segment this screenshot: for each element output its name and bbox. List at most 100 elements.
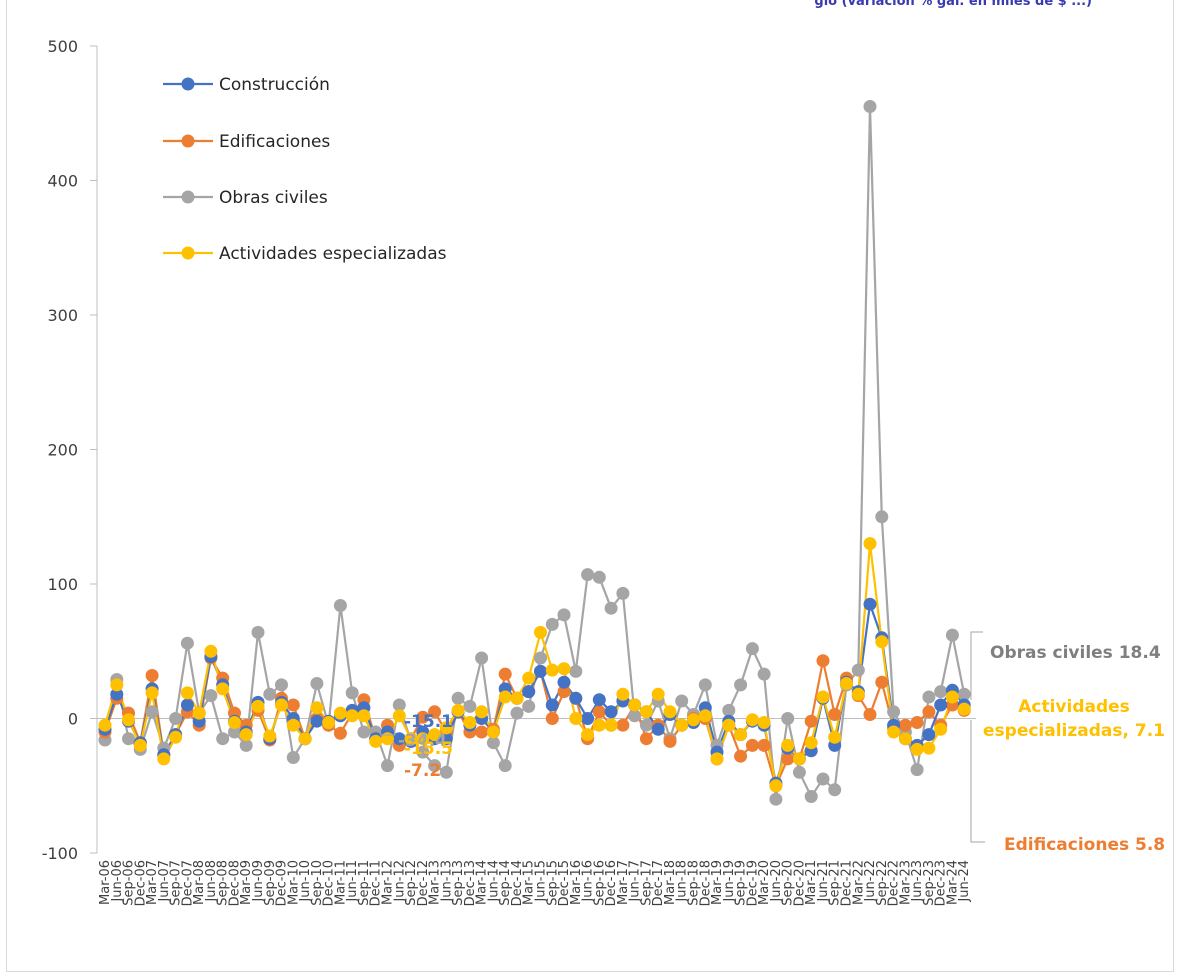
data-point xyxy=(98,718,112,732)
data-point xyxy=(251,699,265,713)
legend-marker xyxy=(181,190,195,204)
data-point xyxy=(404,732,418,746)
data-point xyxy=(416,745,430,759)
data-point xyxy=(180,686,194,700)
data-point xyxy=(604,601,618,615)
data-point xyxy=(804,736,818,750)
chart-legend: Construcción Edificaciones Obras civiles Ac… xyxy=(163,75,447,264)
chart-annotations: Obras civiles 18.4 Actividades especializa… xyxy=(380,631,1165,855)
legend-marker xyxy=(181,77,195,91)
x-tick-label: Mar-13 xyxy=(428,860,443,905)
data-point xyxy=(863,708,877,721)
data-point xyxy=(792,765,806,779)
data-point xyxy=(957,702,971,716)
annotation-actividades-line2: especializadas, 7.1 xyxy=(983,721,1165,741)
data-point xyxy=(475,705,489,719)
data-point xyxy=(122,713,135,727)
data-point xyxy=(734,749,748,763)
data-point xyxy=(745,642,759,656)
x-tick-label: Jun-08 xyxy=(204,860,219,903)
x-tick-label: Sep-22 xyxy=(875,860,890,906)
x-tick-label: Jun-09 xyxy=(251,860,266,903)
data-point xyxy=(428,759,442,773)
data-point xyxy=(522,671,536,685)
data-point xyxy=(639,718,653,732)
data-point xyxy=(110,687,124,701)
data-point xyxy=(263,687,277,701)
x-tick-label: Jun-11 xyxy=(345,860,360,903)
data-point xyxy=(687,713,700,727)
x-tick-label: Sep-15 xyxy=(545,860,560,906)
data-point xyxy=(922,728,936,742)
series-line xyxy=(103,105,966,801)
y-tick-label: -100 xyxy=(42,844,78,863)
data-point xyxy=(569,691,583,705)
chart-title-fragment: glo (variación % gal. en miles de $ ...) xyxy=(814,0,1092,9)
x-tick-label: Mar-16 xyxy=(569,860,584,905)
data-point xyxy=(816,690,830,704)
x-tick-label: Sep-07 xyxy=(169,860,184,906)
data-point xyxy=(498,667,512,681)
data-point xyxy=(851,663,865,677)
data-point xyxy=(957,687,971,701)
data-point xyxy=(522,685,536,699)
x-tick-label: Jun-21 xyxy=(816,860,831,903)
data-point xyxy=(934,722,948,736)
data-point xyxy=(592,718,606,732)
data-point xyxy=(769,792,783,806)
chart-points xyxy=(98,100,971,806)
data-point xyxy=(216,682,230,696)
data-point xyxy=(510,706,524,720)
data-point xyxy=(557,662,571,676)
x-tick-label: Sep-23 xyxy=(922,860,937,906)
data-point xyxy=(745,738,759,752)
annotation-obras-civiles: Obras civiles 18.4 xyxy=(990,643,1161,663)
data-point xyxy=(651,722,665,736)
data-point xyxy=(463,716,477,729)
data-point xyxy=(910,716,924,729)
data-point xyxy=(286,751,300,764)
data-point xyxy=(545,698,559,712)
data-point xyxy=(510,691,524,705)
x-tick-label: Jun-20 xyxy=(769,860,784,903)
x-tick-label: Mar-14 xyxy=(475,860,490,905)
legend-marker xyxy=(181,246,195,260)
data-point xyxy=(145,705,159,719)
x-tick-label: Dec-19 xyxy=(745,860,760,906)
data-point xyxy=(616,718,630,732)
data-point xyxy=(639,732,653,746)
x-tick-label: Dec-15 xyxy=(557,860,572,906)
data-point xyxy=(592,570,606,584)
data-point xyxy=(616,687,630,701)
data-point xyxy=(428,728,442,742)
x-tick-label: Dec-12 xyxy=(416,860,431,906)
data-point xyxy=(310,677,324,690)
data-point xyxy=(722,703,736,717)
data-point xyxy=(828,783,842,797)
data-point xyxy=(557,685,571,699)
data-point xyxy=(698,678,712,692)
x-tick-label: Jun-24 xyxy=(957,860,972,903)
data-point xyxy=(392,698,406,712)
data-point xyxy=(710,752,724,766)
data-point xyxy=(828,708,842,721)
x-tick-label: Jun-10 xyxy=(298,860,313,903)
data-point xyxy=(439,721,453,735)
data-point xyxy=(557,608,571,622)
data-point xyxy=(745,713,759,727)
data-point xyxy=(416,710,430,724)
x-tick-label: Mar-09 xyxy=(239,860,254,905)
data-point xyxy=(898,732,912,746)
y-tick-label: 300 xyxy=(47,306,78,325)
data-point xyxy=(157,752,171,766)
data-point xyxy=(216,732,230,746)
data-point xyxy=(675,718,689,732)
data-point xyxy=(239,728,253,742)
x-tick-label: Sep-11 xyxy=(357,860,372,906)
x-tick-label: Mar-10 xyxy=(286,860,301,905)
data-point xyxy=(392,709,406,723)
data-point xyxy=(498,690,512,704)
x-tick-label: Dec-09 xyxy=(275,860,290,906)
data-point xyxy=(169,712,183,725)
data-point xyxy=(863,597,877,611)
